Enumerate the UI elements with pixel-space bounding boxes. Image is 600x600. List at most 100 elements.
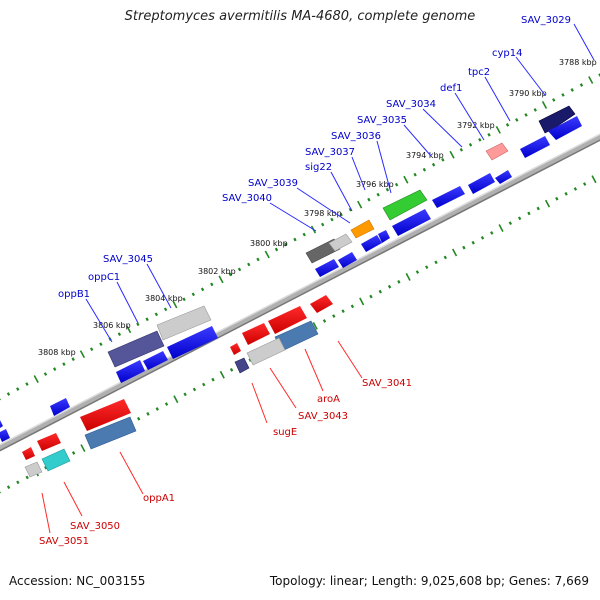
leader-sav3034 — [422, 108, 463, 148]
gene-arrow-sav3039[interactable] — [328, 233, 353, 252]
ruler-tick-top-15 — [126, 325, 132, 334]
gene-arrow-sav3035[interactable] — [382, 189, 428, 221]
ruler-tick-top-49 — [441, 157, 445, 162]
gene-arrow-sav3051[interactable] — [24, 461, 43, 478]
gene-arrow-f2[interactable] — [520, 136, 550, 158]
ruler-tick-bottom-43 — [387, 284, 392, 289]
gene-arrow-r5[interactable] — [80, 399, 131, 431]
gene-label-oppa1[interactable]: oppA1 — [143, 493, 175, 504]
gene-arrow-f4[interactable] — [468, 173, 495, 194]
gene-arrow-r1[interactable] — [310, 295, 333, 313]
gene-label-def1[interactable]: def1 — [440, 83, 462, 94]
ruler-tick-top-34 — [302, 232, 306, 237]
gene-label-sav3035[interactable]: SAV_3035 — [357, 115, 407, 126]
ruler-tick-top-53 — [478, 137, 482, 142]
gene-arrow-f6[interactable] — [392, 209, 431, 236]
gene-arrow-f5[interactable] — [432, 186, 465, 208]
leader-sav3041 — [337, 340, 363, 379]
gene-label-sav3037[interactable]: SAV_3037 — [305, 147, 355, 158]
gene-arrow-f13[interactable] — [116, 360, 145, 383]
ruler-tick-bottom-63 — [573, 187, 578, 191]
leader-oppa1 — [119, 451, 144, 495]
ruler-tick-bottom-39 — [350, 304, 355, 309]
gene-label-aroa[interactable]: aroA — [317, 394, 340, 405]
gene-arrow-r3[interactable] — [242, 323, 270, 345]
ruler-tick-top-62 — [561, 93, 565, 97]
ruler-tick-bottom-6 — [44, 465, 48, 470]
ruler-tick-top-55 — [495, 125, 501, 134]
tick-label-3796: 3796 kbp — [356, 180, 394, 189]
leader-sav3036 — [376, 140, 392, 194]
tick-label-3798: 3798 kbp — [304, 209, 342, 218]
ruler-tick-top-64 — [579, 83, 584, 87]
gene-arrow-f1[interactable] — [548, 116, 582, 140]
ruler-tick-bottom-36 — [322, 319, 327, 323]
gene-label-sav3040[interactable]: SAV_3040 — [222, 193, 272, 204]
gene-arrow-f14[interactable] — [50, 398, 70, 416]
gene-arrow-f16[interactable] — [0, 420, 3, 430]
ruler-tick-bottom-48 — [434, 260, 438, 265]
gene-arrow-sav3050[interactable] — [41, 448, 71, 472]
ruler-tick-top-7 — [53, 367, 57, 371]
gene-arrow-sav3029[interactable] — [538, 105, 576, 134]
gene-label-sav3036[interactable]: SAV_3036 — [331, 131, 381, 142]
gene-arrow-f9[interactable] — [338, 252, 357, 268]
gene-arrow-sig22[interactable] — [350, 219, 375, 239]
gene-arrow-oppa1[interactable] — [84, 416, 137, 450]
gene-arrow-f15[interactable] — [0, 429, 10, 442]
gene-arrow-f10[interactable] — [315, 259, 339, 277]
tick-label-3808: 3808 kbp — [38, 348, 76, 357]
ruler-tick-top-54 — [487, 133, 491, 137]
gene-arrow-r2[interactable] — [268, 306, 307, 334]
gene-arrow-sav3045[interactable] — [156, 305, 212, 341]
leader-sav3050 — [63, 481, 83, 517]
tick-label-3794: 3794 kbp — [406, 151, 444, 160]
tick-label-3788: 3788 kbp — [559, 58, 597, 67]
ruler-tick-top-42 — [376, 192, 380, 197]
gene-arrow-r6[interactable] — [37, 433, 61, 451]
ruler-tick-top-43 — [385, 187, 390, 192]
ruler-tick-bottom-56 — [508, 221, 513, 226]
ruler-tick-bottom-44 — [397, 280, 401, 284]
gene-arrow-tpc2[interactable] — [485, 142, 509, 161]
gene-arrow-f11[interactable] — [167, 326, 218, 359]
ruler-tick-top-40 — [357, 200, 363, 209]
gene-label-sav3029[interactable]: SAV_3029 — [521, 15, 571, 26]
gene-label-sig22[interactable]: sig22 — [305, 162, 332, 173]
gene-arrow-r7[interactable] — [22, 447, 35, 460]
gene-label-sav3043[interactable]: SAV_3043 — [298, 411, 348, 422]
ruler-tick-bottom-10 — [80, 444, 86, 453]
gene-arrow-suge[interactable] — [234, 357, 250, 374]
gene-arrow-f12[interactable] — [143, 351, 168, 370]
gene-label-sav3051[interactable]: SAV_3051 — [39, 536, 89, 547]
gene-label-oppc1[interactable]: oppC1 — [88, 272, 120, 283]
ruler-tick-bottom-26 — [229, 368, 234, 372]
gene-arrow-oppc1[interactable] — [107, 330, 165, 368]
gene-arrow-f3[interactable] — [495, 170, 512, 184]
ruler-tick-top-22 — [191, 292, 195, 297]
gene-label-sav3045[interactable]: SAV_3045 — [103, 254, 153, 265]
gene-label-sav3050[interactable]: SAV_3050 — [70, 521, 120, 532]
ruler-tick-bottom-4 — [25, 475, 29, 480]
leader-sav3051 — [41, 492, 51, 534]
gene-label-cyp14[interactable]: cyp14 — [492, 48, 523, 59]
gene-label-sav3034[interactable]: SAV_3034 — [386, 99, 436, 110]
tick-label-3790: 3790 kbp — [509, 89, 547, 98]
gene-label-sav3041[interactable]: SAV_3041 — [362, 378, 412, 389]
ruler-tick-bottom-35 — [312, 321, 318, 330]
ruler-tick-top-61 — [552, 98, 556, 102]
leader-tpc2 — [484, 76, 511, 122]
gene-arrow-r4[interactable] — [230, 343, 241, 355]
gene-label-sav3039[interactable]: SAV_3039 — [248, 178, 298, 189]
gene-label-tpc2[interactable]: tpc2 — [468, 67, 490, 78]
gene-arrow-sav3043[interactable] — [246, 337, 286, 366]
gene-arrow-f8[interactable] — [361, 235, 382, 252]
gene-label-oppb1[interactable]: oppB1 — [58, 289, 90, 300]
gene-arrow-f7[interactable] — [378, 230, 390, 243]
ruler-tick-top-3 — [16, 387, 20, 391]
leader-sig22 — [330, 171, 353, 212]
gene-label-suge[interactable]: sugE — [273, 427, 297, 438]
tick-label-3802: 3802 kbp — [198, 267, 236, 276]
ruler-tick-bottom-45 — [405, 273, 411, 281]
